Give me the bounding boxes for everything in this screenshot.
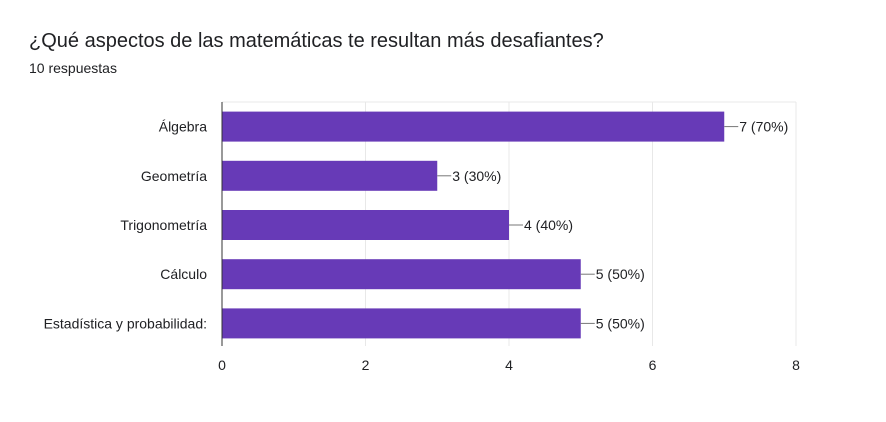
category-label: Trigonometría (120, 217, 207, 233)
data-label: 7 (70%) (739, 119, 788, 135)
bar (222, 308, 581, 339)
category-label: Estadística y probabilidad: (44, 315, 207, 331)
category-label: Geometría (141, 168, 207, 184)
category-label: Álgebra (159, 119, 207, 135)
x-tick-label: 0 (218, 357, 226, 373)
response-count: 10 respuestas (29, 60, 117, 76)
bar (222, 259, 581, 290)
x-tick-label: 4 (505, 357, 513, 373)
labels: 0 2 4 6 8 Álgebra 7 (70%) Geometría 3 (30%) Trigo… (44, 119, 801, 373)
x-tick-label: 2 (362, 357, 370, 373)
data-label: 5 (50%) (596, 315, 645, 331)
question-title: ¿Qué aspectos de las matemáticas te resu… (29, 30, 604, 52)
bar (222, 210, 509, 240)
x-tick-label: 6 (649, 357, 657, 373)
data-label: 3 (30%) (452, 168, 501, 184)
bars (222, 111, 725, 339)
bar (222, 111, 725, 142)
category-label: Cálculo (160, 266, 207, 282)
data-label: 4 (40%) (524, 217, 573, 233)
x-tick-label: 8 (792, 357, 800, 373)
bar (222, 160, 438, 191)
data-label: 5 (50%) (596, 266, 645, 282)
